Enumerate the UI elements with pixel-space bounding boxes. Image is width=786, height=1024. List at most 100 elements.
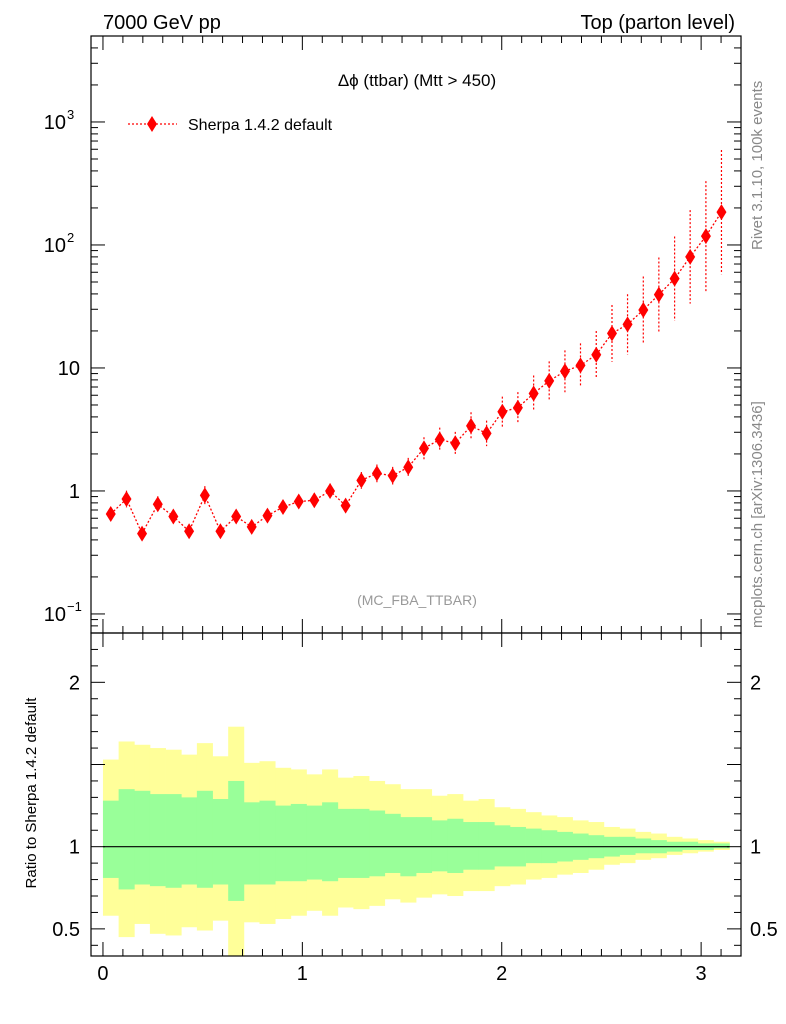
ratio-plot: 0.5 0.5 1 1 2 2 0 1 2 3 xyxy=(52,632,778,985)
data-point xyxy=(575,357,586,374)
data-point xyxy=(356,472,367,489)
y-tick-exponent: −1 xyxy=(67,599,82,614)
data-point xyxy=(105,505,116,522)
data-point xyxy=(246,518,257,535)
rivet-label: Rivet 3.1.10, 100k events xyxy=(749,81,766,250)
data-point xyxy=(685,248,696,265)
ratio-y-label-right: 0.5 xyxy=(750,919,778,941)
ratio-y-label-left: 2 xyxy=(69,672,80,694)
data-point xyxy=(403,459,414,476)
inner-band xyxy=(149,794,166,887)
inner-band xyxy=(682,841,699,850)
legend-marker xyxy=(147,116,157,132)
data-point xyxy=(528,385,539,402)
data-point xyxy=(512,399,523,416)
data-point xyxy=(653,286,664,303)
ratio-y-label-right: 2 xyxy=(750,672,761,694)
inner-band xyxy=(102,800,120,878)
data-point xyxy=(325,482,336,499)
data-point xyxy=(418,440,429,457)
y-tick-label: 10 xyxy=(44,235,66,257)
data-point xyxy=(278,499,289,516)
ratio-frame xyxy=(90,632,742,957)
data-point xyxy=(168,508,179,525)
analysis-watermark: (MC_FBA_TTBAR) xyxy=(357,592,477,608)
inner-band xyxy=(275,805,292,882)
inner-band xyxy=(462,822,480,870)
inner-band xyxy=(619,836,636,855)
header-left: 7000 GeV pp xyxy=(103,12,221,34)
header-right: Top (parton level) xyxy=(580,12,735,34)
inner-band xyxy=(635,838,652,854)
inner-band xyxy=(494,825,511,867)
legend-label: Sherpa 1.4.2 default xyxy=(188,117,333,134)
x-tick-label: 0 xyxy=(97,963,108,985)
data-point xyxy=(309,492,320,509)
inner-band xyxy=(212,799,229,885)
data-point xyxy=(371,465,382,482)
inner-band xyxy=(306,805,323,880)
data-point xyxy=(466,417,477,434)
mcplots-label: mcplots.cern.ch [arXiv:1306.3436] xyxy=(749,401,766,628)
data-point xyxy=(544,372,555,389)
inner-band xyxy=(525,828,542,864)
inner-band xyxy=(243,802,260,885)
y-tick-label: 1 xyxy=(69,481,80,503)
data-point xyxy=(184,523,195,540)
y-tick-exponent: 3 xyxy=(67,107,74,122)
inner-band xyxy=(228,780,245,901)
x-tick-label: 3 xyxy=(696,963,707,985)
inner-band xyxy=(384,813,401,873)
y-tick-exponent: 2 xyxy=(67,230,74,245)
data-point xyxy=(559,363,570,380)
plot-title: Δϕ (ttbar) (Mtt > 450) xyxy=(338,71,496,90)
data-point xyxy=(716,204,727,221)
x-tick-label: 2 xyxy=(496,963,507,985)
data-point xyxy=(606,325,617,342)
inner-band xyxy=(181,797,198,885)
inner-band xyxy=(118,789,135,890)
ratio-y-label-right: 1 xyxy=(750,837,761,859)
ratio-y-label-left: 1 xyxy=(69,837,80,859)
inner-band xyxy=(447,818,464,873)
data-point xyxy=(387,467,398,484)
inner-band xyxy=(259,800,276,885)
data-point xyxy=(199,487,210,504)
data-point xyxy=(700,228,711,245)
x-tick-label: 1 xyxy=(297,963,308,985)
ratio-y-label-left: 0.5 xyxy=(52,919,80,941)
data-point xyxy=(121,491,132,508)
inner-band xyxy=(165,794,182,888)
data-point xyxy=(622,316,633,333)
data-point xyxy=(262,507,273,524)
inner-band xyxy=(353,808,370,878)
inner-band xyxy=(196,790,213,888)
legend: Sherpa 1.4.2 default xyxy=(128,116,333,134)
inner-band xyxy=(337,808,354,878)
data-point xyxy=(638,301,649,318)
data-point xyxy=(669,270,680,287)
inner-band xyxy=(322,802,339,882)
data-point xyxy=(340,497,351,514)
inner-band xyxy=(134,790,151,885)
inner-band xyxy=(431,820,448,872)
data-point xyxy=(215,523,226,540)
y-tick-label: 10 xyxy=(44,112,66,134)
data-point xyxy=(450,435,461,452)
inner-band xyxy=(369,810,386,877)
inner-band xyxy=(416,817,433,873)
y-tick-label: 10 xyxy=(44,604,66,626)
inner-band xyxy=(290,803,307,882)
data-point xyxy=(481,425,492,442)
y-tick-label: 10 xyxy=(58,358,80,380)
series-line xyxy=(110,211,723,536)
data-point xyxy=(497,403,508,420)
data-point xyxy=(152,496,163,513)
data-point xyxy=(137,525,148,542)
inner-band xyxy=(713,843,730,849)
data-point xyxy=(434,431,445,448)
data-point xyxy=(591,346,602,363)
inner-band xyxy=(478,822,495,870)
